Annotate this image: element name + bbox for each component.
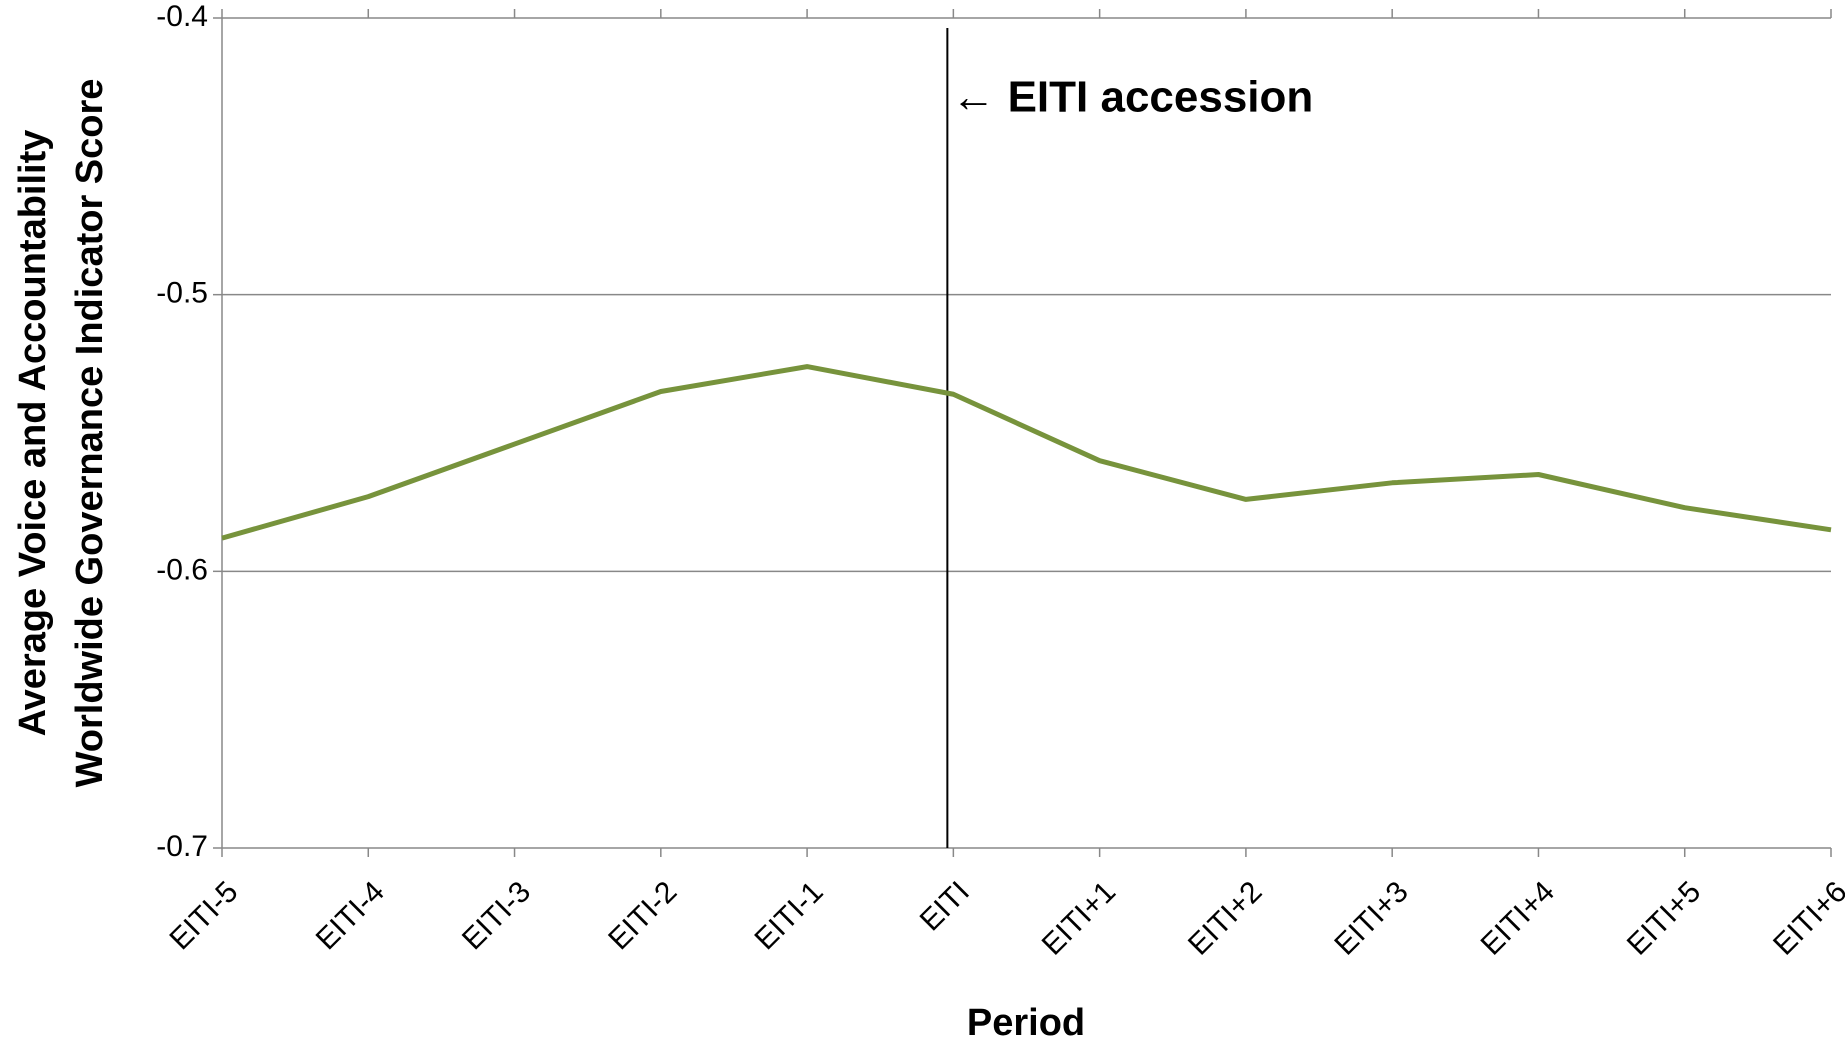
x-axis-title: Period: [967, 1002, 1085, 1039]
series-line: [221, 364, 1832, 541]
x-tick-label: EITI-4: [310, 875, 391, 956]
x-tick-label: EITI-1: [749, 875, 830, 956]
y-tick-label: -0.6: [156, 553, 208, 586]
x-tick-label: EITI: [914, 875, 976, 937]
y-tick-label: -0.7: [156, 830, 208, 863]
x-tick-label: EITI+6: [1767, 875, 1845, 961]
y-axis-title: Average Voice and Accountability: [12, 130, 54, 737]
x-tick-label: EITI+2: [1182, 875, 1268, 961]
y-axis-title: Worldwide Governance Indicator Score: [69, 79, 111, 788]
x-tick-label: EITI+3: [1328, 875, 1414, 961]
x-tick-label: EITI-2: [602, 875, 683, 956]
x-tick-label: EITI-3: [456, 875, 537, 956]
x-tick-label: EITI+5: [1621, 875, 1707, 961]
x-tick-label: EITI-5: [163, 875, 244, 956]
x-tick-label: EITI+1: [1036, 875, 1122, 961]
x-tick-label: EITI+4: [1475, 875, 1561, 961]
y-tick-label: -0.5: [156, 277, 208, 310]
annotation: ← EITI accession: [951, 73, 1313, 122]
y-tick-label: -0.4: [156, 0, 208, 33]
